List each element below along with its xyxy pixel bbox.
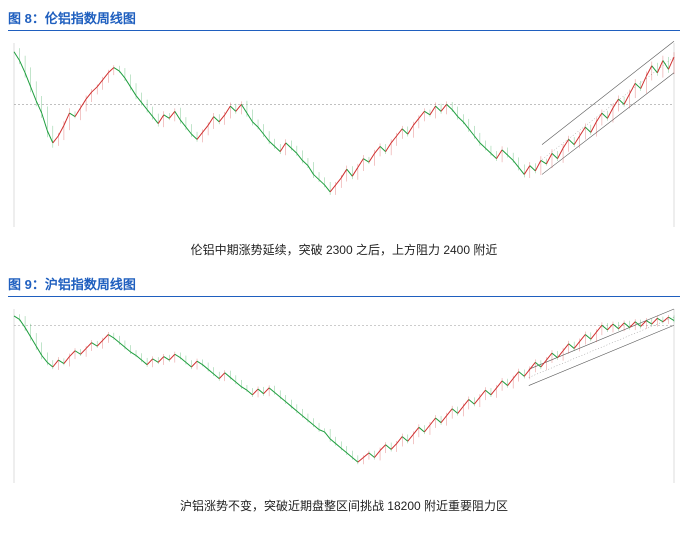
figure-9-title-row: 图 9：沪铝指数周线图 bbox=[8, 274, 680, 297]
figure-8-chart bbox=[8, 37, 680, 233]
figure-9-caption: 沪铝涨势不变，突破近期盘整区间挑战 18200 附近重要阻力区 bbox=[8, 497, 680, 516]
figure-9-title: 图 9：沪铝指数周线图 bbox=[8, 274, 136, 293]
figure-8-svg bbox=[8, 37, 680, 233]
figure-8-title: 图 8：伦铝指数周线图 bbox=[8, 8, 136, 27]
figure-8-block: 图 8：伦铝指数周线图 伦铝中期涨势延续，突破 2300 之后，上方阻力 240… bbox=[8, 8, 680, 260]
figure-9-chart bbox=[8, 303, 680, 489]
figure-8-title-row: 图 8：伦铝指数周线图 bbox=[8, 8, 680, 31]
figure-8-caption: 伦铝中期涨势延续，突破 2300 之后，上方阻力 2400 附近 bbox=[8, 241, 680, 260]
figure-9-block: 图 9：沪铝指数周线图 沪铝涨势不变，突破近期盘整区间挑战 18200 附近重要… bbox=[8, 274, 680, 516]
figure-9-svg bbox=[8, 303, 680, 489]
